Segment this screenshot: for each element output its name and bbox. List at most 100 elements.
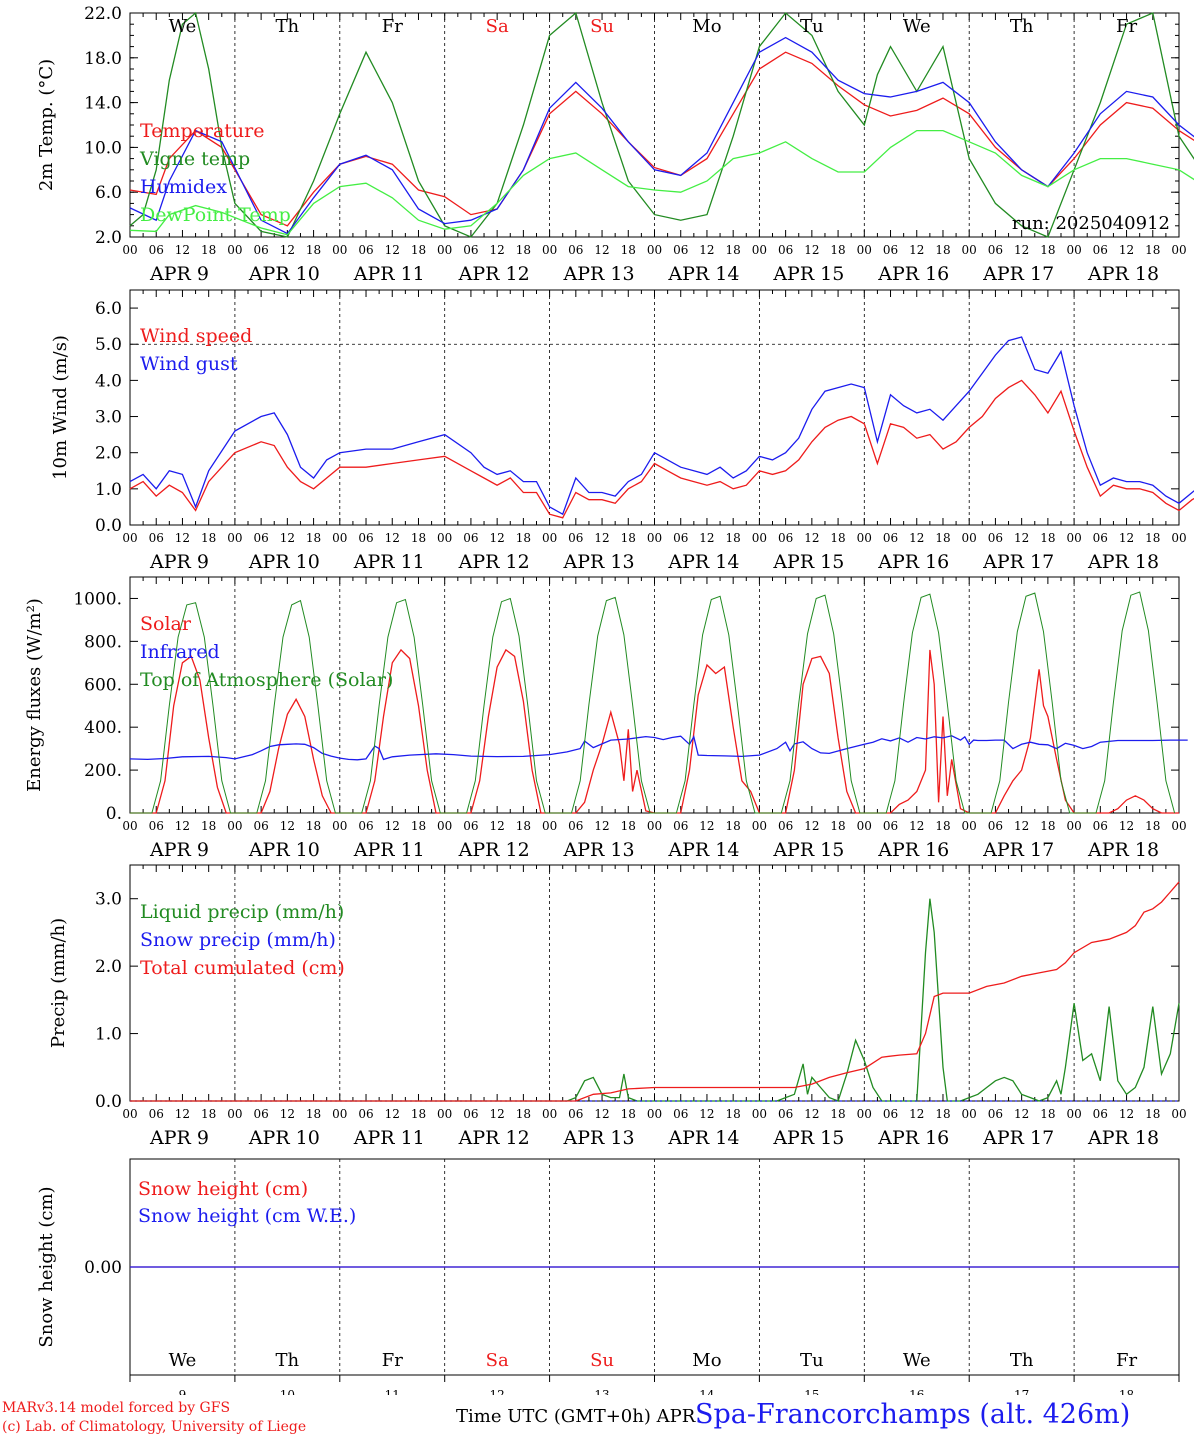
wind-hour-label: 18: [1040, 531, 1055, 545]
energy-hour-label: 12: [594, 819, 609, 833]
snow-y-tick-label: 0.00: [84, 1258, 122, 1278]
energy-hour-label: 06: [778, 819, 793, 833]
temp-hour-label: 12: [175, 243, 190, 257]
energy-hour-label: 06: [988, 819, 1003, 833]
temp-hour-label: 18: [201, 243, 216, 257]
wind-hour-label: 00: [122, 531, 137, 545]
precip-hour-label: 00: [437, 1107, 452, 1121]
wind-hour-label: 06: [358, 531, 373, 545]
temp-hour-label: 12: [1119, 243, 1134, 257]
temp-series-line-1: [129, 11, 1194, 238]
energy-y-tick-label: 200.: [84, 761, 122, 781]
snow-weekday-label: Th: [1010, 1350, 1034, 1371]
energy-y-tick-label: 800.: [84, 632, 122, 652]
energy-y-tick-label: 600.: [84, 675, 122, 695]
precip-date-label: APR 9: [149, 1127, 209, 1149]
precip-hour-label: 06: [673, 1107, 688, 1121]
wind-hour-label: 18: [201, 531, 216, 545]
wind-hour-label: 06: [673, 531, 688, 545]
energy-legend-entry: Top of Atmosphere (Solar): [140, 669, 393, 691]
precip-date-label: APR 18: [1087, 1127, 1159, 1149]
wind-hour-label: 06: [568, 531, 583, 545]
wind-hour-label: 00: [962, 531, 977, 545]
temp-hour-label: 12: [385, 243, 400, 257]
x-axis-label: Time UTC (GMT+0h) APR: [456, 1406, 695, 1427]
precip-y-tick-label: 2.0: [95, 957, 122, 977]
energy-date-label: APR 10: [248, 839, 320, 861]
wind-hour-label: 12: [175, 531, 190, 545]
weekday-label: Tu: [800, 16, 824, 37]
temp-hour-label: 00: [437, 243, 452, 257]
energy-hour-label: 00: [857, 819, 872, 833]
wind-hour-label: 12: [1014, 531, 1029, 545]
precip-hour-label: 18: [726, 1107, 741, 1121]
precip-hour-label: 00: [1171, 1107, 1186, 1121]
precip-hour-label: 12: [490, 1107, 505, 1121]
energy-date-label: APR 16: [877, 839, 949, 861]
temp-date-label: APR 18: [1087, 263, 1159, 285]
precip-hour-label: 06: [358, 1107, 373, 1121]
energy-series-line-2: [130, 591, 1176, 814]
snow-day-number: 16: [909, 1388, 924, 1395]
temp-hour-label: 18: [516, 243, 531, 257]
energy-hour-label: 18: [935, 819, 950, 833]
temp-hour-label: 00: [857, 243, 872, 257]
temp-hour-label: 12: [1014, 243, 1029, 257]
snow-day-number: 15: [804, 1388, 819, 1395]
energy-date-label: APR 9: [149, 839, 209, 861]
wind-y-tick-label: 0.0: [95, 516, 122, 536]
energy-date-label: APR 11: [353, 839, 425, 861]
energy-hour-label: 00: [752, 819, 767, 833]
energy-hour-label: 06: [883, 819, 898, 833]
precip-hour-label: 06: [1093, 1107, 1108, 1121]
precip-date-label: APR 13: [563, 1127, 635, 1149]
temp-hour-label: 06: [1093, 243, 1108, 257]
energy-hour-label: 12: [175, 819, 190, 833]
snow-weekday-label: Tu: [800, 1350, 824, 1371]
wind-date-label: APR 12: [458, 551, 530, 573]
snow-weekday-label: Fr: [382, 1350, 403, 1371]
temp-hour-label: 06: [778, 243, 793, 257]
precip-hour-label: 12: [1014, 1107, 1029, 1121]
wind-hour-label: 12: [385, 531, 400, 545]
precip-hour-label: 18: [935, 1107, 950, 1121]
energy-hour-label: 06: [358, 819, 373, 833]
wind-hour-label: 12: [280, 531, 295, 545]
snow-weekday-label: Su: [590, 1350, 614, 1371]
wind-hour-label: 06: [253, 531, 268, 545]
energy-hour-label: 00: [122, 819, 137, 833]
wind-y-tick-label: 4.0: [95, 371, 122, 391]
precip-date-label: APR 12: [458, 1127, 530, 1149]
precip-hour-label: 18: [411, 1107, 426, 1121]
temp-hour-label: 18: [1145, 243, 1160, 257]
wind-hour-label: 12: [804, 531, 819, 545]
temp-hour-label: 18: [411, 243, 426, 257]
station-name: Spa-Francorchamps (alt. 426m): [695, 1399, 1131, 1430]
temp-hour-label: 06: [149, 243, 164, 257]
temp-y-tick-label: 2.0: [95, 228, 122, 248]
temp-hour-label: 12: [909, 243, 924, 257]
wind-hour-label: 12: [909, 531, 924, 545]
snow-weekday-label: We: [169, 1350, 197, 1371]
temp-hour-label: 00: [542, 243, 557, 257]
wind-hour-label: 00: [647, 531, 662, 545]
temp-hour-label: 00: [752, 243, 767, 257]
energy-hour-label: 18: [1145, 819, 1160, 833]
energy-hour-label: 06: [1093, 819, 1108, 833]
temp-hour-label: 18: [726, 243, 741, 257]
temp-series-line-2: [129, 36, 1194, 235]
weekday-label: Mo: [692, 16, 721, 37]
temp-hour-label: 12: [490, 243, 505, 257]
precip-hour-label: 12: [280, 1107, 295, 1121]
precip-hour-label: 12: [1119, 1107, 1134, 1121]
temp-hour-label: 12: [699, 243, 714, 257]
snow-legend-entry: Snow height (cm): [138, 1178, 308, 1200]
temp-hour-label: 06: [358, 243, 373, 257]
energy-hour-label: 18: [726, 819, 741, 833]
wind-y-axis-label: 10m Wind (m/s): [50, 335, 71, 480]
precip-hour-label: 00: [857, 1107, 872, 1121]
energy-hour-label: 00: [1066, 819, 1081, 833]
snow-day-number: 12: [490, 1388, 505, 1395]
wind-series-line-1: [129, 336, 1194, 516]
energy-y-axis-label: Energy fluxes (W/m²): [24, 598, 45, 792]
